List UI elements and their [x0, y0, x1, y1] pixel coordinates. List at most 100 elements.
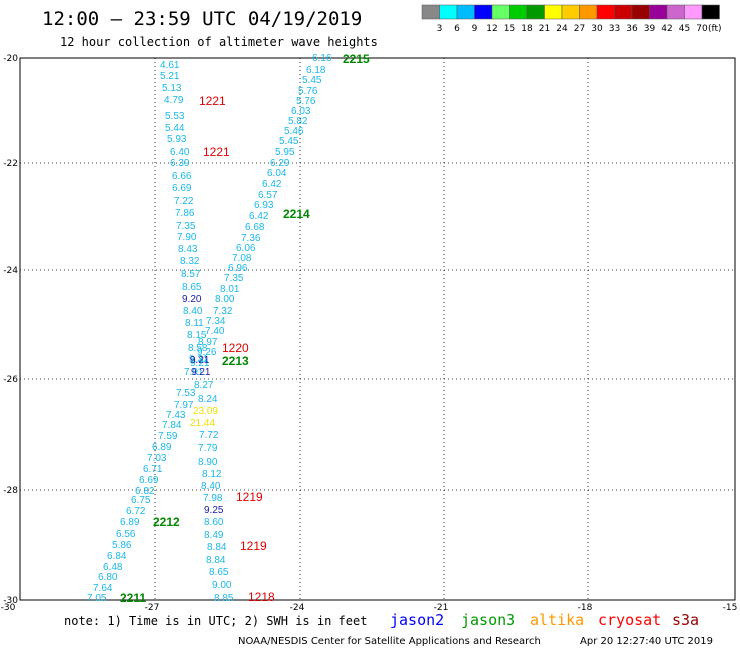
- jason3-pass-time: 2213: [222, 354, 249, 368]
- swh-value: 5.53: [165, 111, 185, 122]
- swh-value: 6.80: [98, 572, 118, 583]
- legend-swatch: [544, 4, 563, 20]
- legend-swatch: [701, 4, 720, 20]
- map-title: 12:00 – 23:59 UTC 04/19/2019: [42, 8, 362, 30]
- swh-value: 9.21: [190, 358, 210, 369]
- swh-value-high: 9.25: [204, 505, 224, 516]
- swh-value: 6.72: [126, 506, 146, 517]
- swh-value: 7.91: [184, 367, 204, 378]
- swh-value: 7.22: [174, 196, 194, 207]
- swh-value: 6.56: [116, 529, 136, 540]
- legend-swatch: [649, 4, 668, 20]
- swh-value: 7.35: [224, 273, 244, 284]
- swh-value: 8.65: [209, 567, 229, 578]
- legend-label: 42: [661, 24, 672, 34]
- legend-unit: (ft): [708, 24, 722, 34]
- longitude-label: -21: [434, 603, 449, 613]
- swh-value: 7.35: [176, 221, 196, 232]
- swh-value: 7.59: [158, 431, 178, 442]
- latitude-label: -22: [3, 159, 18, 169]
- swh-value: 8.49: [204, 530, 224, 541]
- swh-value: 8.60: [204, 517, 224, 528]
- legend-label: 15: [504, 24, 515, 34]
- swh-value: 5.13: [162, 83, 182, 94]
- legend-label: 12: [486, 24, 497, 34]
- swh-value: 8.01: [220, 284, 240, 295]
- swh-value: 9.26: [197, 347, 217, 358]
- jason3-pass-time: 2214: [283, 207, 310, 221]
- swh-value: 6.89: [152, 442, 172, 453]
- swh-value: 5.76: [298, 86, 318, 97]
- cryosat-pass-time: 1221: [199, 94, 226, 108]
- swh-value-extreme: 23.09: [193, 406, 218, 417]
- legend-label: 3: [437, 24, 443, 34]
- swh-value: 7.97: [174, 400, 194, 411]
- map-subtitle: 12 hour collection of altimeter wave hei…: [60, 35, 378, 49]
- swh-value: 6.42: [249, 211, 269, 222]
- swh-value: 6.48: [103, 562, 123, 573]
- legend-swatch: [456, 4, 475, 20]
- latitude-label: -28: [3, 486, 18, 496]
- satellite-legend: jason2 jason3 altika cryosat s3a: [390, 611, 699, 629]
- legend-label: 70: [696, 24, 708, 34]
- cryosat-pass-time: 1221: [203, 145, 230, 159]
- swh-value: 8.84: [207, 542, 227, 553]
- swh-value: 8.85: [214, 593, 234, 604]
- swh-value: 8.40: [201, 481, 221, 492]
- legend-swatch: [509, 4, 528, 20]
- latitude-label: -20: [3, 54, 18, 64]
- legend-label: 33: [609, 24, 620, 34]
- credit-line: NOAA/NESDIS Center for Satellite Applica…: [238, 636, 541, 647]
- swh-value: 5.76: [296, 96, 316, 107]
- swh-value: 7.08: [232, 253, 252, 264]
- legend-label: 9: [472, 24, 478, 34]
- swh-value: 7.05: [87, 593, 107, 604]
- swh-value: 6.71: [143, 464, 163, 475]
- swh-value: 6.42: [262, 179, 282, 190]
- longitude-label: -27: [145, 603, 160, 613]
- swh-value: 5.44: [165, 123, 185, 134]
- legend-swatch: [684, 4, 703, 20]
- swh-value: 8.15: [187, 330, 207, 341]
- swh-value: 9.00: [212, 580, 232, 591]
- legend-swatch: [561, 4, 580, 20]
- latitude-label: -24: [3, 266, 18, 276]
- swh-value: 7.53: [176, 388, 196, 399]
- longitude-label: -24: [290, 603, 305, 613]
- jason3-pass-time: 2211: [120, 591, 146, 605]
- color-legend: 3 6 9 12 15 18 21 24 27 30 33 36 39 42 45 70 (ft): [421, 4, 722, 34]
- swh-value: 8.40: [183, 306, 203, 317]
- swh-value: 5.45: [279, 136, 299, 147]
- swh-value: 8.24: [198, 394, 218, 405]
- swh-value: 6.93: [254, 200, 274, 211]
- swh-value: 6.29: [270, 158, 290, 169]
- swh-value: 6.89: [120, 517, 140, 528]
- swh-value: 7.79: [198, 443, 218, 454]
- satellite-jason3-label: jason3: [461, 611, 515, 629]
- legend-label: 45: [679, 24, 690, 34]
- swh-value: 7.86: [175, 208, 195, 219]
- swh-value: 7.40: [205, 326, 225, 337]
- swh-value: 6.68: [245, 222, 265, 233]
- longitude-label: -15: [723, 603, 738, 613]
- swh-value: 6.04: [267, 168, 287, 179]
- swh-value: 7.36: [241, 233, 261, 244]
- swh-value: 7.43: [166, 410, 186, 421]
- swh-value: 8.27: [194, 380, 214, 391]
- footer-note: note: 1) Time is in UTC; 2) SWH is in fe…: [64, 614, 367, 628]
- swh-value: 4.61: [160, 60, 180, 71]
- legend-swatch: [614, 4, 633, 20]
- satellite-altika-label: altika: [530, 611, 584, 629]
- latitude-label: -30: [3, 596, 18, 606]
- generation-timestamp: Apr 20 12:27:40 UTC 2019: [580, 636, 713, 647]
- legend-swatch: [596, 4, 615, 20]
- legend-swatch: [526, 4, 545, 20]
- swh-value: 6.75: [131, 495, 151, 506]
- legend-swatch: [421, 4, 440, 20]
- swh-value: 7.90: [177, 232, 197, 243]
- swh-value: 6.57: [258, 190, 278, 201]
- swh-value: 8.43: [178, 244, 198, 255]
- swh-value: 7.98: [203, 493, 223, 504]
- satellite-s3a-label: s3a: [672, 611, 699, 629]
